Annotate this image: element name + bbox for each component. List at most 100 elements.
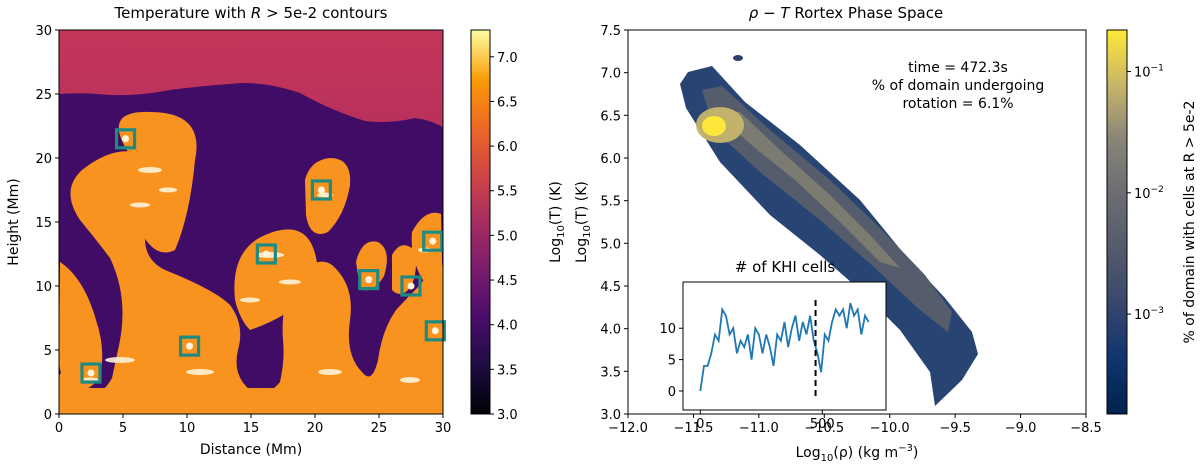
annotation-line: time = 472.3s — [908, 60, 1008, 76]
right-x-label: Log10(ρ) (kg m−3) — [796, 443, 919, 464]
right-y-tick-label: 4.5 — [600, 280, 621, 295]
vortex-core — [365, 276, 373, 284]
left-title-suffix: > 5e-2 contours — [261, 4, 387, 22]
left-x-tick-label: 15 — [243, 421, 260, 436]
right-y-label-pre: Log — [574, 238, 590, 263]
time-annotation: time = 472.3s % of domain undergoing rotat… — [872, 60, 1044, 112]
left-colorbar-ticks: 3.0 3.5 4.0 4.5 5.0 5.5 6.0 6.5 7.0 — [490, 51, 518, 423]
right-y-label-sub: 10 — [582, 225, 593, 238]
vortex-marker — [178, 335, 201, 357]
left-y-tick-label: 10 — [35, 280, 52, 295]
vortex-marker — [310, 179, 332, 201]
left-colorbar-tick-label: 3.0 — [497, 408, 518, 423]
left-colorbar-label-sub: 10 — [556, 225, 567, 238]
right-y-tick-label: 7.5 — [600, 24, 621, 39]
left-x-tick-label: 0 — [55, 421, 63, 436]
inset-line-plot — [699, 300, 870, 396]
inset-title: # of KHI cells — [735, 258, 836, 276]
khi-series-line — [699, 302, 870, 392]
inset-x-tick-label: 0 — [696, 417, 704, 432]
right-x-tick-label: −12.0 — [608, 421, 648, 436]
right-colorbar-tick-label: 10−3 — [1134, 306, 1164, 323]
vortex-core — [262, 250, 270, 258]
left-title: Temperature with R > 5e-2 contours — [114, 4, 388, 22]
left-y-tick-label: 25 — [35, 88, 52, 103]
left-colorbar-label-post: (T) (K) — [548, 181, 564, 225]
left-x-tick-label: 20 — [307, 421, 324, 436]
right-colorbar-label: % of domain with cells at R > 5e-2 — [1182, 101, 1198, 344]
right-y-tick-label: 3.0 — [600, 408, 621, 423]
right-plot-frame — [627, 29, 1087, 415]
left-colorbar-label-pre: Log — [548, 238, 564, 263]
inset-y-tick-label: 0 — [668, 385, 676, 400]
left-x-ticks: 0 5 10 15 20 25 30 — [55, 414, 451, 436]
right-x-ticks: −12.0 −11.5 −11.0 −10.5 −10.0 −9.5 −9.0 −8.5 — [608, 414, 1102, 436]
vortex-marker — [424, 320, 446, 342]
right-colorbar — [1106, 29, 1128, 415]
annotation-line: % of domain undergoing — [872, 78, 1044, 94]
right-y-ticks: 3.0 3.5 4.0 4.5 5.0 5.5 6.0 6.5 7.0 7.5 — [600, 24, 628, 423]
vortex-marker — [400, 275, 422, 297]
left-colorbar-tick-label: 3.5 — [497, 363, 518, 378]
right-x-tick-label: −10.5 — [804, 421, 844, 436]
right-title-var: ρ − T — [749, 4, 792, 22]
right-colorbar-tick-label: 10−2 — [1134, 185, 1164, 202]
left-colorbar-tick-label: 4.5 — [497, 274, 518, 289]
right-x-tick-label: −11.0 — [739, 421, 779, 436]
right-y-tick-label: 6.0 — [600, 152, 621, 167]
right-y-tick-label: 4.0 — [600, 323, 621, 338]
right-y-label-post: (T) (K) — [574, 181, 590, 225]
vortex-core — [186, 342, 194, 350]
right-x-label-sub: 10 — [821, 453, 834, 464]
left-y-tick-label: 15 — [35, 216, 52, 231]
right-y-tick-label: 7.0 — [600, 67, 621, 82]
annotation-line: rotation = 6.1% — [902, 96, 1013, 112]
vortex-core — [407, 282, 415, 290]
right-x-tick-label: −10.0 — [870, 421, 910, 436]
right-x-tick-label: −8.5 — [1070, 421, 1102, 436]
inset-x-tick-label: 500 — [810, 417, 835, 432]
inset-y-ticks: 0 5 10 — [659, 322, 683, 400]
left-title-var: R — [251, 4, 261, 22]
inset-y-tick-label: 5 — [668, 354, 676, 369]
left-colorbar-tick-label: 6.5 — [497, 95, 518, 110]
right-x-tick-label: −9.5 — [939, 421, 971, 436]
right-y-tick-label: 5.0 — [600, 237, 621, 252]
vortex-core — [87, 369, 95, 377]
vortex-marker — [358, 269, 380, 291]
vortex-core — [122, 135, 130, 143]
right-colorbar-ticks: 10−1 10−2 10−3 — [1127, 64, 1164, 323]
left-colorbar — [470, 29, 491, 415]
right-title-suffix: Rortex Phase Space — [790, 4, 944, 22]
right-colorbar-tick-label: 10−1 — [1134, 64, 1164, 81]
left-y-tick-label: 0 — [44, 408, 52, 423]
left-title-prefix: Temperature with — [114, 4, 251, 22]
right-y-label: Log10(T) (K) — [574, 181, 593, 263]
temperature-field — [59, 30, 443, 414]
vortex-marker — [422, 230, 444, 252]
left-y-tick-label: 5 — [44, 344, 52, 359]
right-y-tick-label: 5.5 — [600, 195, 621, 210]
inset-y-tick-label: 10 — [659, 322, 676, 337]
inset-x-ticks: 0 500 — [696, 410, 835, 432]
left-colorbar-tick-label: 7.0 — [497, 51, 518, 66]
inset-frame — [682, 281, 887, 411]
left-colorbar-tick-label: 5.0 — [497, 229, 518, 244]
vortex-marker — [255, 243, 277, 265]
left-x-tick-label: 10 — [179, 421, 196, 436]
vortex-markers — [80, 128, 446, 384]
right-x-label-pre: Log — [796, 445, 821, 461]
phase-space-histogram — [680, 55, 978, 406]
left-y-tick-label: 20 — [35, 152, 52, 167]
right-title: ρ − T Rortex Phase Space — [749, 4, 943, 22]
right-x-label-end: ) — [913, 445, 918, 461]
right-x-label-post: (ρ) (kg m — [833, 445, 898, 461]
left-colorbar-tick-label: 5.5 — [497, 185, 518, 200]
vortex-core — [429, 237, 437, 245]
left-colorbar-tick-label: 6.0 — [497, 140, 518, 155]
left-x-label: Distance (Mm) — [200, 442, 302, 458]
left-colorbar-label: Log10(T) (K) — [548, 181, 567, 263]
left-y-tick-label: 30 — [35, 24, 52, 39]
right-x-tick-label: −9.0 — [1005, 421, 1037, 436]
